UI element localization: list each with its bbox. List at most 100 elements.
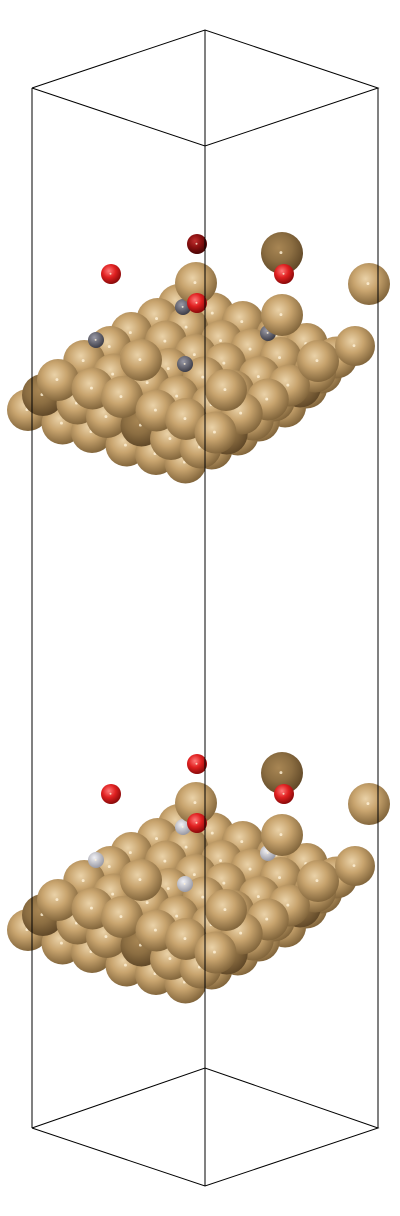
- metal-adatom-highlight: [366, 802, 370, 806]
- metal-atom-highlight: [175, 394, 179, 398]
- metal-atom-highlight: [201, 375, 205, 379]
- metal-atom-highlight: [201, 895, 205, 899]
- metal-atom-highlight: [59, 941, 63, 945]
- oxygen-atom-highlight: [195, 242, 198, 245]
- metal-atom-highlight: [210, 311, 214, 315]
- metal-atom-highlight: [81, 879, 85, 883]
- adsorbate-atom-highlight: [181, 305, 184, 308]
- metal-atom-highlight: [128, 331, 132, 335]
- metal-atom-highlight: [81, 359, 85, 363]
- metal-atom-highlight: [119, 915, 123, 919]
- metal-atom-highlight: [222, 361, 226, 365]
- metal-atom-highlight: [166, 887, 170, 891]
- metal-atom-highlight: [59, 421, 63, 425]
- oxygen-atom-highlight: [195, 821, 198, 824]
- metal-atom-highlight: [219, 859, 223, 863]
- metal-atom-highlight: [278, 356, 282, 360]
- metal-atom-highlight: [248, 347, 252, 351]
- metal-atom-highlight: [168, 957, 172, 961]
- metal-atom-highlight: [55, 378, 59, 382]
- adsorbate-atom-highlight: [266, 331, 269, 334]
- metal-atom-highlight: [239, 411, 243, 415]
- metal-atom-highlight: [123, 963, 127, 967]
- metal-atom-highlight: [166, 367, 170, 371]
- metal-atom-highlight: [123, 443, 127, 447]
- metal-adatom-highlight: [279, 771, 283, 775]
- metal-adatom-highlight: [223, 388, 227, 392]
- metal-atom-highlight: [222, 881, 226, 885]
- metal-atom-highlight: [107, 865, 111, 869]
- metal-atom-highlight: [240, 840, 244, 844]
- adsorbate-atom-highlight: [266, 851, 269, 854]
- metal-adatom-highlight: [279, 251, 283, 255]
- metal-atom-highlight: [248, 867, 252, 871]
- metal-atom-highlight: [212, 950, 216, 954]
- metal-adatom-highlight: [315, 879, 319, 883]
- metal-atom-highlight: [104, 415, 108, 419]
- metal-atom-highlight: [212, 430, 216, 434]
- adsorbate-atom-highlight: [181, 825, 184, 828]
- metal-atom-highlight: [184, 845, 188, 849]
- metal-atom-highlight: [192, 353, 196, 357]
- metal-atom-highlight: [183, 937, 187, 941]
- metal-atom-highlight: [168, 437, 172, 441]
- metal-adatom-highlight: [366, 282, 370, 286]
- oxygen-atom-highlight: [282, 272, 285, 275]
- metal-atom-highlight: [55, 898, 59, 902]
- metal-atom-highlight: [239, 931, 243, 935]
- adsorbate-atom-highlight: [183, 362, 186, 365]
- metal-atom-highlight: [256, 895, 260, 899]
- adsorbate-atom-highlight: [94, 338, 97, 341]
- upper-slab: [7, 232, 390, 484]
- metal-atom-highlight: [163, 339, 167, 343]
- metal-atom-highlight: [192, 873, 196, 877]
- metal-atom-highlight: [145, 381, 149, 385]
- metal-atom-highlight: [219, 339, 223, 343]
- oxygen-atom-highlight: [195, 762, 198, 765]
- metal-atom-highlight: [256, 375, 260, 379]
- metal-adatom-highlight: [193, 801, 197, 805]
- metal-adatom-highlight: [193, 281, 197, 285]
- metal-atom-highlight: [89, 386, 93, 390]
- unit-cell-front-edges: [31, 29, 380, 1187]
- metal-atom-highlight: [153, 928, 157, 932]
- metal-atom-highlight: [163, 859, 167, 863]
- metal-atom-highlight: [210, 831, 214, 835]
- metal-atom-highlight: [111, 372, 115, 376]
- metal-atom-highlight: [107, 345, 111, 349]
- metal-atom-highlight: [155, 317, 159, 321]
- metal-adatom-highlight: [279, 833, 283, 837]
- metal-atom-highlight: [155, 837, 159, 841]
- lower-slab: [7, 752, 390, 1004]
- metal-atom-highlight: [175, 914, 179, 918]
- metal-atom-highlight: [119, 395, 123, 399]
- metal-atom-highlight: [278, 876, 282, 880]
- metal-atom-highlight: [104, 935, 108, 939]
- metal-atom-highlight: [240, 320, 244, 324]
- metal-adatom-highlight: [279, 313, 283, 317]
- oxygen-atom-highlight: [282, 792, 285, 795]
- metal-atom-highlight: [183, 417, 187, 421]
- metal-adatom-highlight: [223, 908, 227, 912]
- metal-atom-highlight: [286, 383, 290, 387]
- oxygen-atom-highlight: [109, 792, 112, 795]
- metal-adatom-highlight: [138, 358, 142, 362]
- metal-adatom-highlight: [315, 359, 319, 363]
- metal-atom-highlight: [286, 903, 290, 907]
- metal-atom-highlight: [265, 917, 269, 921]
- adsorbate-atom-highlight: [94, 858, 97, 861]
- adsorbate-atom-highlight: [183, 882, 186, 885]
- metal-adatom-highlight: [138, 878, 142, 882]
- metal-atom-highlight: [128, 851, 132, 855]
- metal-atom-highlight: [184, 325, 188, 329]
- metal-atom-highlight: [89, 906, 93, 910]
- metal-atom-highlight: [265, 397, 269, 401]
- metal-atom-highlight: [145, 901, 149, 905]
- metal-adatom-highlight: [352, 344, 356, 347]
- metal-atom-highlight: [153, 408, 157, 412]
- oxygen-atom-highlight: [109, 272, 112, 275]
- metal-atom-highlight: [111, 892, 115, 896]
- metal-adatom-highlight: [352, 864, 356, 867]
- oxygen-atom-highlight: [195, 301, 198, 304]
